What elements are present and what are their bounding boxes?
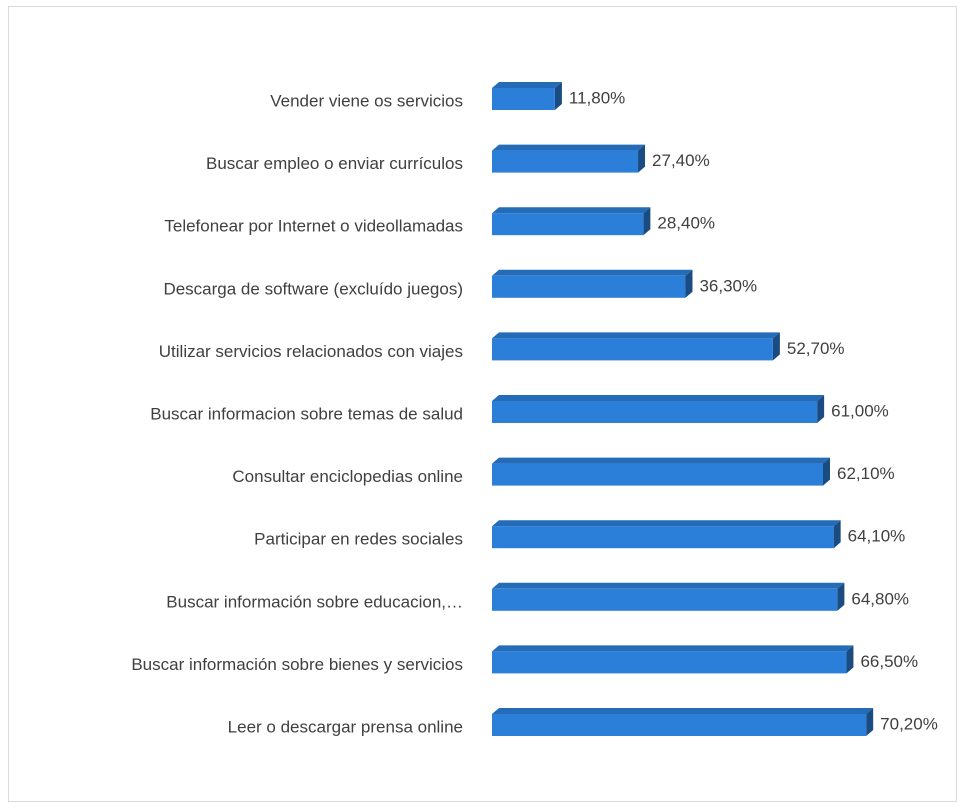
category-label: Buscar empleo o enviar currículos (206, 154, 463, 173)
category-label: Descarga de software (excluído juegos) (163, 279, 463, 298)
bar (492, 463, 823, 486)
value-label: 64,10% (848, 527, 906, 546)
value-label: 70,20% (880, 714, 938, 733)
category-label: Buscar información sobre bienes y servic… (131, 655, 463, 674)
category-label: Buscar información sobre educacion,… (166, 592, 463, 611)
bar-side (833, 520, 841, 549)
bar-top (492, 582, 845, 589)
bar-top (492, 207, 651, 214)
bar-top (492, 395, 825, 401)
bar-side (643, 207, 651, 236)
bar-side (822, 457, 830, 486)
bar-top (492, 520, 841, 527)
value-label: 36,30% (699, 276, 757, 295)
value-label: 11,80% (569, 88, 625, 107)
bar-top (492, 332, 780, 339)
category-label: Leer o descargar prensa online (228, 717, 463, 736)
bar-top (492, 645, 854, 652)
bar-side (685, 269, 693, 298)
bar-side (866, 708, 874, 736)
bar-top (492, 708, 874, 714)
value-label: 61,00% (831, 401, 889, 420)
category-label: Buscar informacion sobre temas de salud (150, 404, 463, 423)
value-label: 62,10% (837, 464, 895, 483)
bar-top (492, 457, 830, 464)
value-label: 28,40% (657, 214, 715, 233)
category-label: Utilizar servicios relacionados con viaj… (159, 342, 463, 361)
bar-side (817, 395, 825, 423)
bar-side (638, 144, 646, 173)
value-label: 64,80% (851, 589, 909, 608)
bar-side (846, 645, 854, 674)
bar (492, 651, 847, 674)
category-label: Vender viene os servicios (270, 91, 463, 110)
bar (492, 213, 644, 236)
bar (492, 401, 818, 423)
bar-side (772, 332, 780, 361)
bar-top (492, 269, 693, 276)
bar (492, 588, 838, 611)
bar (492, 338, 773, 361)
bar-top (492, 82, 562, 88)
category-label: Participar en redes sociales (254, 530, 463, 549)
bar (492, 88, 555, 110)
category-label: Consultar enciclopedias online (232, 467, 463, 486)
bar (492, 526, 834, 549)
category-label: Telefonear por Internet o videollamadas (164, 217, 463, 236)
value-label: 27,40% (652, 151, 710, 170)
bar-side (554, 82, 562, 110)
bar (492, 275, 686, 298)
bar (492, 714, 867, 736)
bar-top (492, 144, 646, 151)
value-label: 66,50% (860, 652, 918, 671)
bar-side (837, 582, 845, 611)
bar (492, 150, 639, 173)
value-label: 52,70% (787, 339, 845, 358)
